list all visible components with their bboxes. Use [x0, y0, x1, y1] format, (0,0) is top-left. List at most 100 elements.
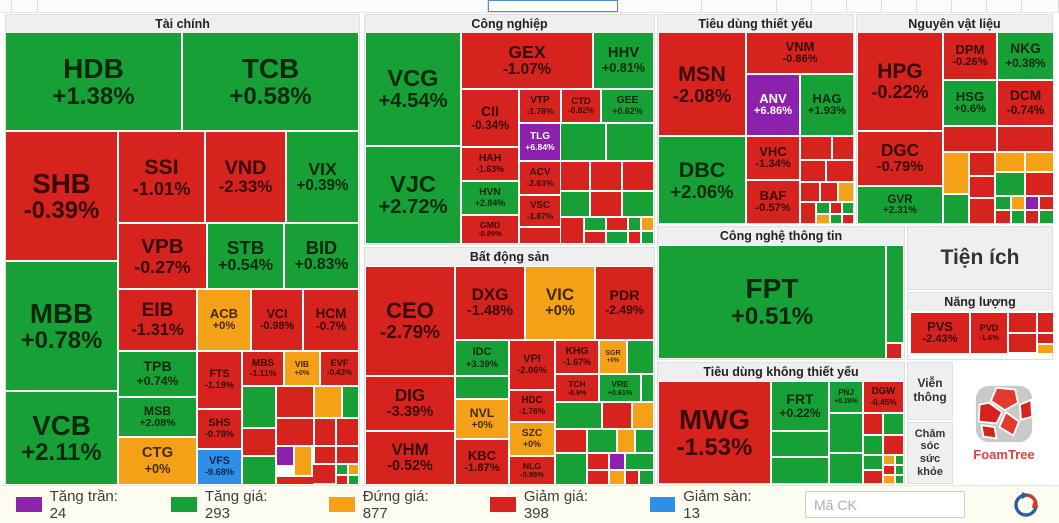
stock-tile-small[interactable]: [337, 447, 358, 463]
stock-tile-small[interactable]: [629, 232, 640, 243]
stock-tile-small[interactable]: [864, 456, 882, 469]
stock-tile-small[interactable]: [801, 137, 831, 159]
stock-tile-small[interactable]: [295, 447, 311, 475]
stock-tile-small[interactable]: [277, 477, 313, 484]
stock-tile-small[interactable]: [1026, 211, 1038, 223]
stock-tile-tpb[interactable]: TPB +0.74%: [119, 352, 196, 396]
stock-tile-pvd[interactable]: PVD -1.6%: [971, 313, 1007, 353]
stock-tile-small[interactable]: [996, 211, 1010, 223]
stock-tile-small[interactable]: [636, 430, 653, 452]
stock-tile-hdc[interactable]: HDC -1.76%: [510, 391, 554, 421]
stock-tile-small[interactable]: [887, 344, 901, 358]
stock-tile-small[interactable]: [588, 454, 608, 469]
stock-tile-dgc[interactable]: DGC -0.79%: [858, 132, 942, 185]
stock-tile-scr[interactable]: [628, 341, 653, 373]
stock-tile-gmd[interactable]: GMD -0.89%: [462, 216, 518, 243]
toolbar-tab[interactable]: [12, 0, 38, 12]
stock-tile-small[interactable]: [629, 218, 640, 230]
stock-tile-small[interactable]: [277, 419, 313, 445]
stock-tile-small[interactable]: [887, 246, 903, 342]
stock-tile-small[interactable]: [243, 429, 275, 455]
toolbar-tab[interactable]: [0, 0, 12, 12]
stock-tile-dgw[interactable]: DGW -0.45%: [864, 382, 903, 412]
stock-tile-small[interactable]: [970, 177, 994, 197]
stock-tile-mbb[interactable]: MBB +0.78%: [6, 262, 117, 390]
stock-tile-small[interactable]: [821, 183, 837, 201]
stock-tile-dbc[interactable]: DBC +2.06%: [659, 137, 745, 223]
stock-tile-small[interactable]: [1040, 197, 1053, 209]
stock-tile-hdb[interactable]: HDB +1.38%: [6, 33, 181, 130]
stock-tile-small[interactable]: [839, 183, 853, 201]
stock-tile-small[interactable]: [315, 447, 335, 463]
stock-tile-szc[interactable]: SZC +0%: [510, 423, 554, 455]
stock-tile-small[interactable]: [998, 127, 1053, 151]
stock-tile-nkg[interactable]: NKG +0.38%: [998, 33, 1053, 79]
stock-tile-mbs[interactable]: MBS -1.11%: [243, 352, 283, 385]
stock-tile-small[interactable]: [1038, 345, 1053, 353]
stock-tile-small[interactable]: [1009, 313, 1036, 332]
stock-tile-small[interactable]: [623, 192, 653, 216]
stock-tile-small[interactable]: [626, 471, 638, 484]
stock-tile-eib[interactable]: EIB -1.31%: [119, 290, 196, 350]
stock-tile-small[interactable]: [843, 203, 853, 213]
stock-tile-small[interactable]: [456, 377, 508, 398]
stock-tile-pvs[interactable]: PVS -2.43%: [911, 313, 969, 353]
stock-tile-small[interactable]: [1038, 334, 1053, 343]
stock-tile-hpg[interactable]: HPG -0.22%: [858, 33, 942, 130]
stock-tile-small[interactable]: [1026, 173, 1053, 195]
stock-tile-small[interactable]: [864, 471, 882, 483]
stock-tile-msn[interactable]: MSN -2.08%: [659, 33, 745, 135]
stock-tile-vhm[interactable]: VHM -0.52%: [366, 432, 454, 484]
stock-tile-small[interactable]: [1012, 197, 1024, 209]
toolbar-tab[interactable]: [812, 0, 847, 12]
stock-tile-stb[interactable]: STB +0.54%: [208, 224, 283, 288]
stock-tile-small[interactable]: [556, 430, 586, 452]
stock-tile-vre[interactable]: VRE +0.61%: [600, 375, 640, 401]
stock-tile-baf[interactable]: BAF -0.57%: [747, 181, 799, 223]
stock-tile-small[interactable]: [642, 232, 653, 243]
stock-tile-small[interactable]: [610, 454, 624, 469]
stock-tile-small[interactable]: [349, 476, 358, 484]
stock-tile-small[interactable]: [556, 403, 601, 428]
stock-tile-vfs[interactable]: VFS -9.68%: [198, 450, 241, 484]
stock-tile-hcm[interactable]: HCM -0.7%: [304, 290, 358, 350]
stock-tile-small[interactable]: [607, 232, 627, 243]
stock-tile-small[interactable]: [884, 466, 894, 474]
stock-tile-small[interactable]: [884, 414, 903, 434]
section-label-cham-soc-suc-khoe[interactable]: Chăm sóc sức khỏe: [908, 423, 952, 483]
stock-tile-vhc[interactable]: VHC -1.34%: [747, 137, 799, 179]
stock-tile-hhv[interactable]: HHV +0.81%: [594, 33, 653, 88]
toolbar-tab[interactable]: [38, 0, 488, 12]
stock-tile-vnm[interactable]: VNM -0.86%: [747, 33, 853, 73]
stock-tile-small[interactable]: [896, 476, 903, 483]
stock-tile-vnd[interactable]: VND -2.33%: [206, 132, 285, 222]
stock-tile-vpb[interactable]: VPB -0.27%: [119, 224, 206, 288]
stock-tile-evf[interactable]: EVF -0.43%: [321, 352, 358, 385]
toolbar-tab-active[interactable]: [488, 0, 618, 12]
stock-tile-vci[interactable]: VCI -0.98%: [252, 290, 302, 350]
stock-tile-small[interactable]: [607, 124, 653, 160]
stock-tile-vpi[interactable]: VPI -2.06%: [510, 341, 554, 389]
stock-tile-small[interactable]: [603, 403, 631, 428]
stock-tile-small[interactable]: [864, 436, 882, 454]
refresh-button[interactable]: [1013, 491, 1039, 518]
stock-tile-small[interactable]: [642, 375, 653, 401]
stock-tile-small[interactable]: [970, 153, 994, 175]
stock-tile-vcb[interactable]: VCB +2.11%: [6, 392, 117, 484]
section-label-tien-ich[interactable]: Tiện ích: [908, 227, 1052, 289]
stock-tile-small[interactable]: [561, 124, 605, 160]
stock-tile-small[interactable]: [772, 458, 828, 483]
stock-tile-small[interactable]: [801, 161, 825, 181]
stock-tile-idc[interactable]: IDC +3.39%: [456, 341, 508, 375]
stock-tile-vjc[interactable]: VJC +2.72%: [366, 147, 460, 243]
stock-tile-small[interactable]: [243, 457, 275, 484]
stock-tile-sgr[interactable]: SGR +0%: [600, 341, 626, 373]
stock-tile-mwg[interactable]: MWG -1.53%: [659, 382, 770, 483]
stock-tile-vcg[interactable]: VCG +4.54%: [366, 33, 460, 145]
stock-tile-dpm[interactable]: DPM -0.26%: [944, 33, 996, 79]
toolbar-tab[interactable]: [847, 0, 882, 12]
stock-tile-vsc[interactable]: VSC -1.87%: [520, 196, 560, 226]
stock-tile-tcb[interactable]: TCB +0.58%: [183, 33, 358, 130]
stock-tile-khg[interactable]: KHG -1.67%: [556, 341, 598, 373]
stock-tile-small[interactable]: [833, 137, 853, 159]
